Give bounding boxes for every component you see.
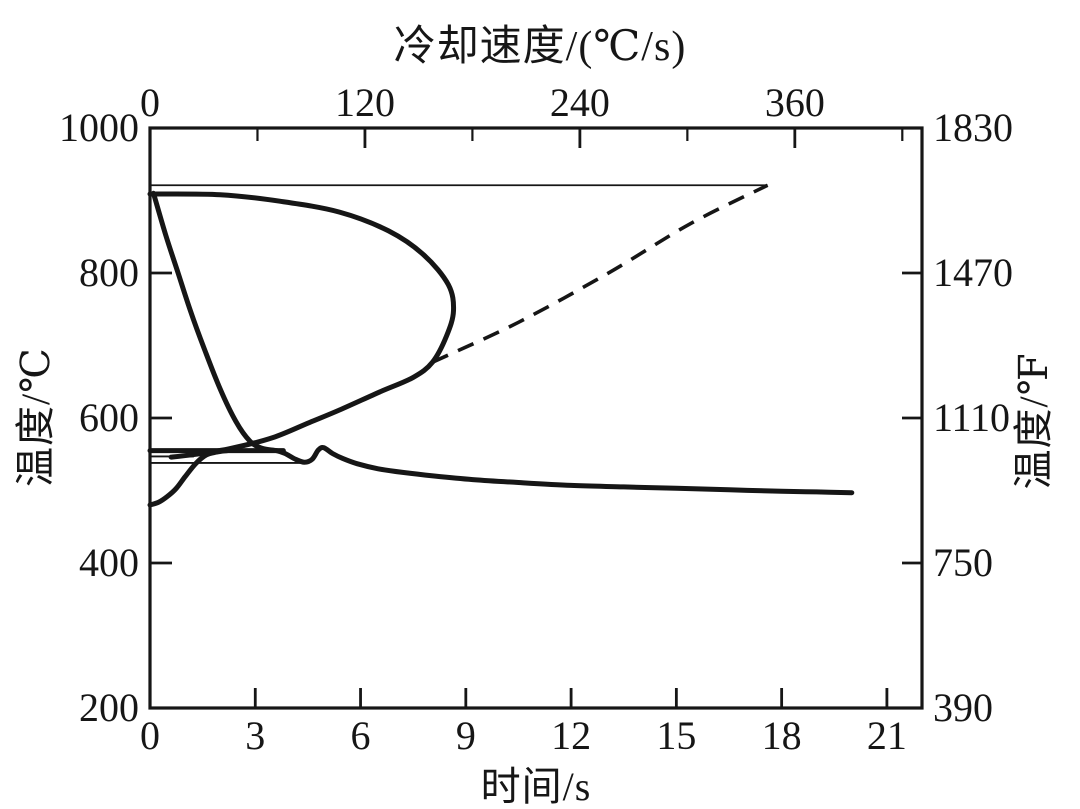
right-tick-label: 1110 <box>933 395 1010 440</box>
top-axis-title: 冷却速度/(℃/s) <box>393 24 687 70</box>
top-tick-label: 360 <box>765 80 825 125</box>
quench-cooling-curve <box>151 190 855 496</box>
dashed-cooling-rate-extension <box>431 183 769 364</box>
bottom-tick-label: 0 <box>140 713 160 758</box>
bottom-tick-label: 12 <box>551 713 591 758</box>
top-tick-label: 0 <box>140 80 160 125</box>
left-tick-label: 200 <box>79 685 139 730</box>
reheat-curve <box>147 448 230 508</box>
left-tick-label: 600 <box>79 395 139 440</box>
right-tick-label: 390 <box>933 685 993 730</box>
bottom-tick-label: 9 <box>456 713 476 758</box>
top-tick-label: 240 <box>550 80 610 125</box>
bottom-tick-label: 15 <box>656 713 696 758</box>
bottom-tick-label: 6 <box>351 713 371 758</box>
left-tick-label: 400 <box>79 540 139 585</box>
right-tick-label: 1830 <box>933 105 1013 150</box>
bottom-tick-label: 18 <box>762 713 802 758</box>
right-tick-label: 1470 <box>933 250 1013 295</box>
left-tick-label: 800 <box>79 250 139 295</box>
transformation-c-curve <box>147 191 457 460</box>
bottom-tick-label: 3 <box>245 713 265 758</box>
plot-area-border <box>148 126 924 710</box>
left-tick-label: 1000 <box>59 105 139 150</box>
bottom-tick-label: 21 <box>867 713 907 758</box>
right-tick-label: 750 <box>933 540 993 585</box>
top-tick-label: 120 <box>335 80 395 125</box>
bottom-axis-title: 时间/s <box>480 764 592 809</box>
